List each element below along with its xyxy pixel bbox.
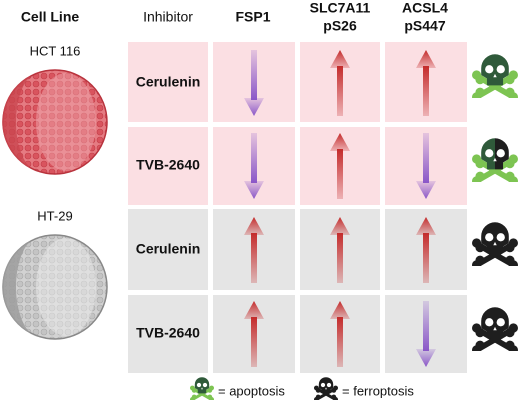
inhibitor-label: Cerulenin bbox=[136, 74, 201, 90]
cell-line-label: HT-29 bbox=[37, 208, 72, 223]
cell-line-label: HCT 116 bbox=[30, 43, 81, 58]
legend-icon-ferroptosis bbox=[314, 377, 337, 401]
skull-ferroptosis bbox=[473, 307, 518, 354]
cell-sphere-gray bbox=[2, 234, 108, 340]
header-cell-line: Cell Line bbox=[21, 9, 80, 25]
legend-apoptosis: = apoptosis bbox=[218, 383, 285, 398]
cell-sphere-red bbox=[2, 69, 108, 175]
header-acsl4: ACSL4 bbox=[402, 0, 448, 16]
header-slc7a11-site: pS26 bbox=[323, 18, 357, 34]
row-backgrounds bbox=[128, 42, 467, 373]
inhibitor-label: TVB-2640 bbox=[136, 325, 200, 341]
header-inhibitor: Inhibitor bbox=[143, 9, 193, 25]
legend-ferroptosis: = ferroptosis bbox=[342, 383, 414, 398]
inhibitor-label: TVB-2640 bbox=[136, 157, 200, 173]
header-slc7a11: SLC7A11 bbox=[310, 0, 371, 16]
legend-icon-apoptosis bbox=[190, 377, 213, 401]
header-fsp1: FSP1 bbox=[235, 9, 270, 25]
skull-mixed bbox=[473, 138, 518, 185]
inhibitor-label: Cerulenin bbox=[136, 241, 201, 257]
skull-apoptosis bbox=[473, 54, 518, 101]
header-acsl4-site: pS447 bbox=[404, 18, 445, 34]
skull-ferroptosis bbox=[473, 222, 518, 269]
